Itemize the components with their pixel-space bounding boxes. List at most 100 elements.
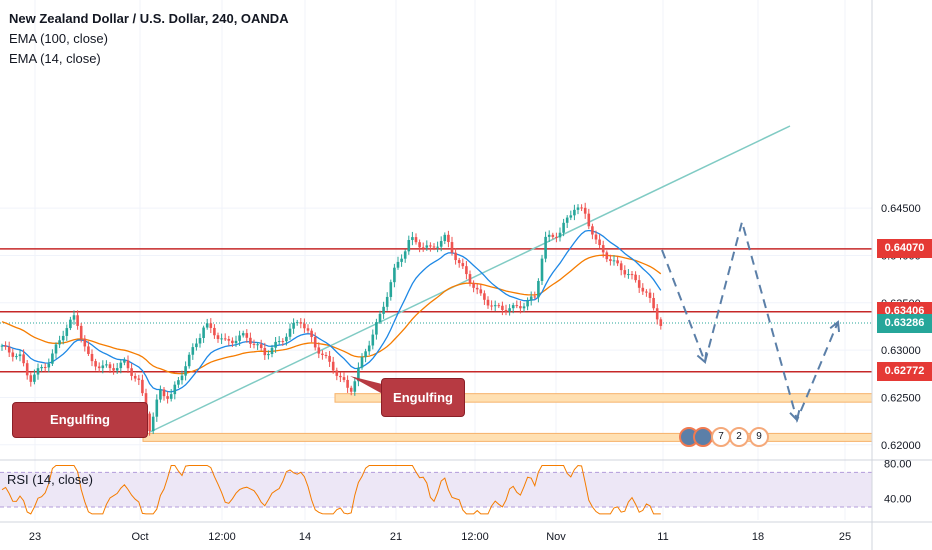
candle-body [313,337,317,348]
candle-body [360,357,364,368]
candle-body [501,305,504,310]
candle-body [69,319,72,329]
candle-body [184,366,187,376]
time-tick-label: 11 [657,531,668,543]
candle-body [241,333,245,336]
candle-body [141,379,144,394]
candle-body [202,327,205,339]
candle-body [648,292,652,298]
projection-arrowhead [696,351,708,364]
candle-body [533,296,537,298]
event-flag-icon[interactable] [693,427,713,447]
price-tick-label: 0.64500 [881,203,921,215]
candle-body [637,280,641,288]
candle-body [555,236,558,238]
candle-body [195,343,198,348]
candle-body [558,232,562,238]
candle-body [364,351,367,358]
candle-body [22,354,25,364]
candle-body [630,274,634,276]
candle-body [187,354,191,367]
candle-body [569,215,573,218]
candle-body [396,261,400,268]
event-count-icon[interactable]: 7 [711,427,731,447]
candle-body [540,258,544,281]
candle-body [130,368,133,376]
candle-body [436,246,439,248]
rsi-band [0,472,872,508]
candle-body [108,364,112,369]
candle-body [400,258,403,262]
candle-body [627,274,630,276]
engulfing-callout-1[interactable]: Engulfing [12,402,148,438]
candle-body [133,375,137,379]
candle-body [0,345,4,347]
candle-body [33,374,36,382]
candle-body [378,313,382,323]
candle-body [115,368,119,371]
candle-body [299,322,303,324]
candle-body [529,296,533,301]
candle-body [616,260,619,264]
candle-body [645,291,648,293]
candle-body [317,347,321,354]
candle-body [339,375,342,378]
candle-body [465,266,468,275]
candle-body [457,260,461,264]
candle-body [508,308,511,312]
candle-body [371,334,375,346]
candle-body [155,399,159,417]
candle-body [324,354,328,356]
candle-body [357,367,360,382]
price-level-label: 0.62772 [877,362,932,382]
candle-body [7,346,11,353]
candle-body [213,327,216,336]
candle-body [619,263,623,271]
candle-body [101,365,105,369]
candle-body [292,322,295,329]
event-count-icon[interactable]: 9 [749,427,769,447]
candle-body [61,335,65,341]
candle-body [270,347,274,354]
engulfing-callout-2[interactable]: Engulfing [381,378,465,417]
candle-body [468,274,472,284]
candle-body [180,375,184,381]
candle-body [454,252,457,261]
candle-body [342,377,346,380]
candle-body [461,263,465,267]
price-tick-label: 0.62000 [881,440,921,452]
candle-body [29,375,33,382]
projection-zigzag [661,218,839,424]
candle-body [321,353,324,355]
candle-body [349,387,353,392]
candle-body [580,207,583,209]
event-count-icon[interactable]: 2 [729,427,749,447]
candle-body [429,245,432,247]
candle-body [389,282,393,297]
candle-body [479,289,483,294]
candle-body [515,305,519,307]
candle-body [205,323,209,328]
candle-body [15,356,18,358]
candle-body [382,306,385,314]
time-tick-label: 18 [752,531,764,543]
candle-body [303,323,306,329]
candle-body [295,322,299,324]
candle-body [407,240,411,252]
candle-body [573,209,576,216]
candle-body [191,347,195,355]
candle-body [472,283,475,288]
price-level-label: 0.64070 [877,239,932,259]
candle-body [493,305,497,307]
candle-body [562,222,565,233]
candle-body [587,213,591,227]
candle-body [652,297,655,309]
candle-body [36,368,40,375]
candle-body [421,247,425,249]
candle-body [162,389,166,397]
rsi-pane [0,459,932,515]
candle-body [612,260,616,262]
candle-body [54,344,58,354]
candle-body [605,252,609,260]
